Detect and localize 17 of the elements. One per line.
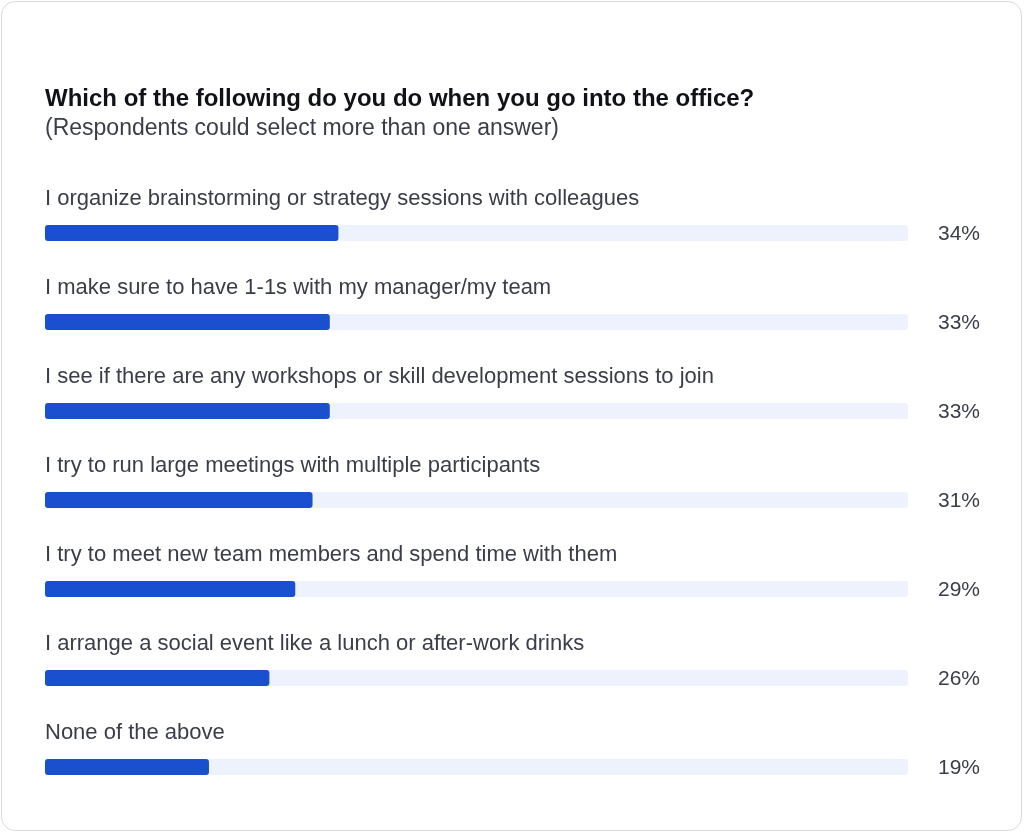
data-label: 26%	[937, 666, 980, 690]
data-label: 33%	[937, 399, 980, 423]
data-label: 33%	[937, 310, 980, 334]
data-label: 29%	[937, 577, 980, 601]
y-tick-label: I arrange a social event like a lunch or after-work drinks	[45, 630, 585, 656]
y-tick-label: I make sure to have 1-1s with my manager/my team	[45, 274, 552, 300]
y-tick-label: I organize brainstorming or strategy sessions with colleagues	[45, 185, 640, 211]
data-label: 19%	[937, 755, 980, 779]
data-label: 31%	[937, 488, 980, 512]
chart-title: Which of the following do you do when you go into the office?	[45, 83, 755, 113]
y-tick-label: I see if there are any workshops or skill development sessions to join	[45, 363, 714, 389]
y-tick-label: None of the above	[45, 719, 225, 745]
y-tick-label: I try to meet new team members and spend time with them	[45, 541, 618, 567]
bar	[45, 759, 209, 775]
y-tick-label: I try to run large meetings with multiple participants	[45, 452, 541, 478]
data-label: 34%	[937, 221, 980, 245]
chart-subtitle: (Respondents could select more than one answer)	[45, 113, 559, 142]
